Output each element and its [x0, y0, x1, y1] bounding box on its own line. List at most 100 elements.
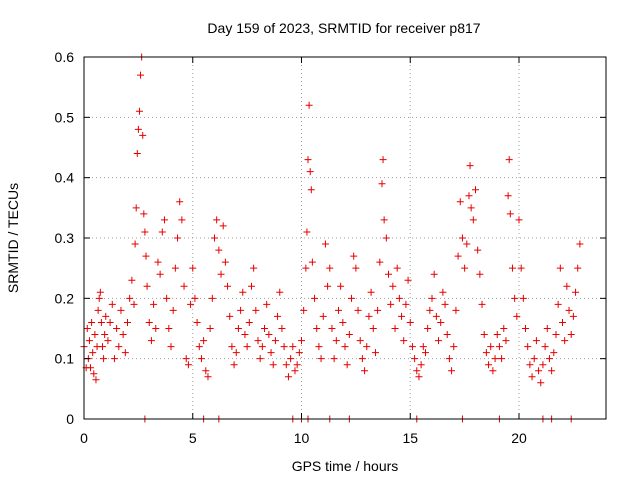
data-point: [532, 337, 540, 345]
data-point: [142, 252, 150, 260]
data-point: [543, 325, 551, 332]
data-point: [530, 355, 538, 363]
data-point: [476, 270, 484, 278]
data-point: [247, 282, 255, 290]
data-point: [413, 367, 421, 375]
data-point: [87, 364, 95, 372]
data-point: [398, 312, 406, 320]
data-point: [466, 162, 474, 170]
data-point: [269, 361, 277, 369]
data-point: [326, 264, 334, 272]
data-point: [505, 156, 513, 164]
data-point: [291, 367, 299, 375]
data-point: [363, 343, 371, 351]
data-point: [115, 343, 123, 351]
data-point: [139, 131, 147, 139]
data-point: [559, 318, 566, 326]
data-point: [367, 288, 375, 296]
data-point: [239, 288, 247, 296]
data-point: [330, 355, 338, 363]
data-point: [321, 240, 329, 248]
data-point: [461, 264, 469, 272]
data-point: [348, 294, 356, 302]
data-point: [241, 331, 249, 339]
data-point: [213, 216, 221, 224]
data-point: [250, 264, 258, 272]
data-point: [524, 343, 532, 351]
data-point: [369, 325, 377, 332]
data-point: [380, 216, 388, 224]
data-point: [356, 337, 364, 345]
y-tick-label: 0.1: [55, 351, 75, 367]
data-point: [85, 337, 93, 345]
data-point: [408, 343, 416, 351]
data-point: [517, 264, 525, 272]
data-point: [256, 355, 264, 363]
data-point: [489, 367, 497, 375]
data-point: [89, 349, 97, 357]
data-point: [350, 252, 358, 260]
data-point: [134, 125, 142, 133]
data-point: [482, 349, 490, 357]
data-point: [317, 355, 325, 363]
data-point: [515, 216, 523, 224]
data-point: [445, 355, 453, 363]
data-point: [261, 325, 269, 332]
data-point: [219, 222, 227, 230]
data-point: [365, 312, 373, 320]
data-point: [379, 156, 387, 164]
data-point: [552, 331, 560, 339]
data-point: [424, 325, 432, 332]
data-point: [132, 204, 140, 212]
data-point: [389, 282, 397, 290]
data-point: [303, 228, 311, 236]
data-point: [184, 361, 192, 369]
data-point: [141, 228, 149, 236]
data-point: [158, 228, 166, 236]
data-point: [156, 270, 164, 278]
data-point: [315, 343, 323, 351]
data-point: [100, 355, 108, 363]
data-point: [83, 325, 91, 332]
data-point: [324, 282, 332, 290]
data-point: [287, 355, 295, 363]
data-point: [232, 349, 240, 357]
data-point: [191, 294, 199, 302]
data-point: [378, 180, 386, 188]
x-tick-label: 15: [402, 430, 418, 446]
data-point: [176, 198, 184, 206]
data-point: [298, 337, 305, 345]
data-point: [376, 258, 384, 266]
data-point: [452, 306, 460, 314]
data-point: [147, 337, 155, 345]
grid: [84, 57, 606, 419]
data-point: [519, 294, 527, 302]
data-point: [387, 300, 395, 308]
data-point: [550, 349, 558, 357]
data-point: [467, 204, 475, 212]
data-point: [263, 300, 271, 308]
data-point: [234, 325, 242, 332]
data-point: [135, 107, 143, 115]
data-point: [224, 282, 232, 290]
data-point: [567, 331, 575, 339]
data-point: [305, 101, 313, 109]
data-point: [308, 258, 316, 266]
y-tick-label: 0.2: [55, 290, 75, 306]
data-point: [110, 355, 118, 363]
data-point: [465, 192, 473, 200]
data-point: [221, 258, 229, 266]
data-point: [119, 331, 127, 339]
data-point: [361, 367, 369, 375]
data-point: [245, 318, 253, 326]
data-point: [500, 325, 508, 332]
data-point: [404, 276, 412, 284]
data-point: [258, 343, 266, 351]
data-point: [472, 186, 479, 194]
data-point: [126, 294, 134, 302]
data-point: [178, 216, 186, 224]
data-point: [152, 325, 160, 332]
data-point: [443, 331, 451, 339]
data-point: [526, 361, 534, 369]
